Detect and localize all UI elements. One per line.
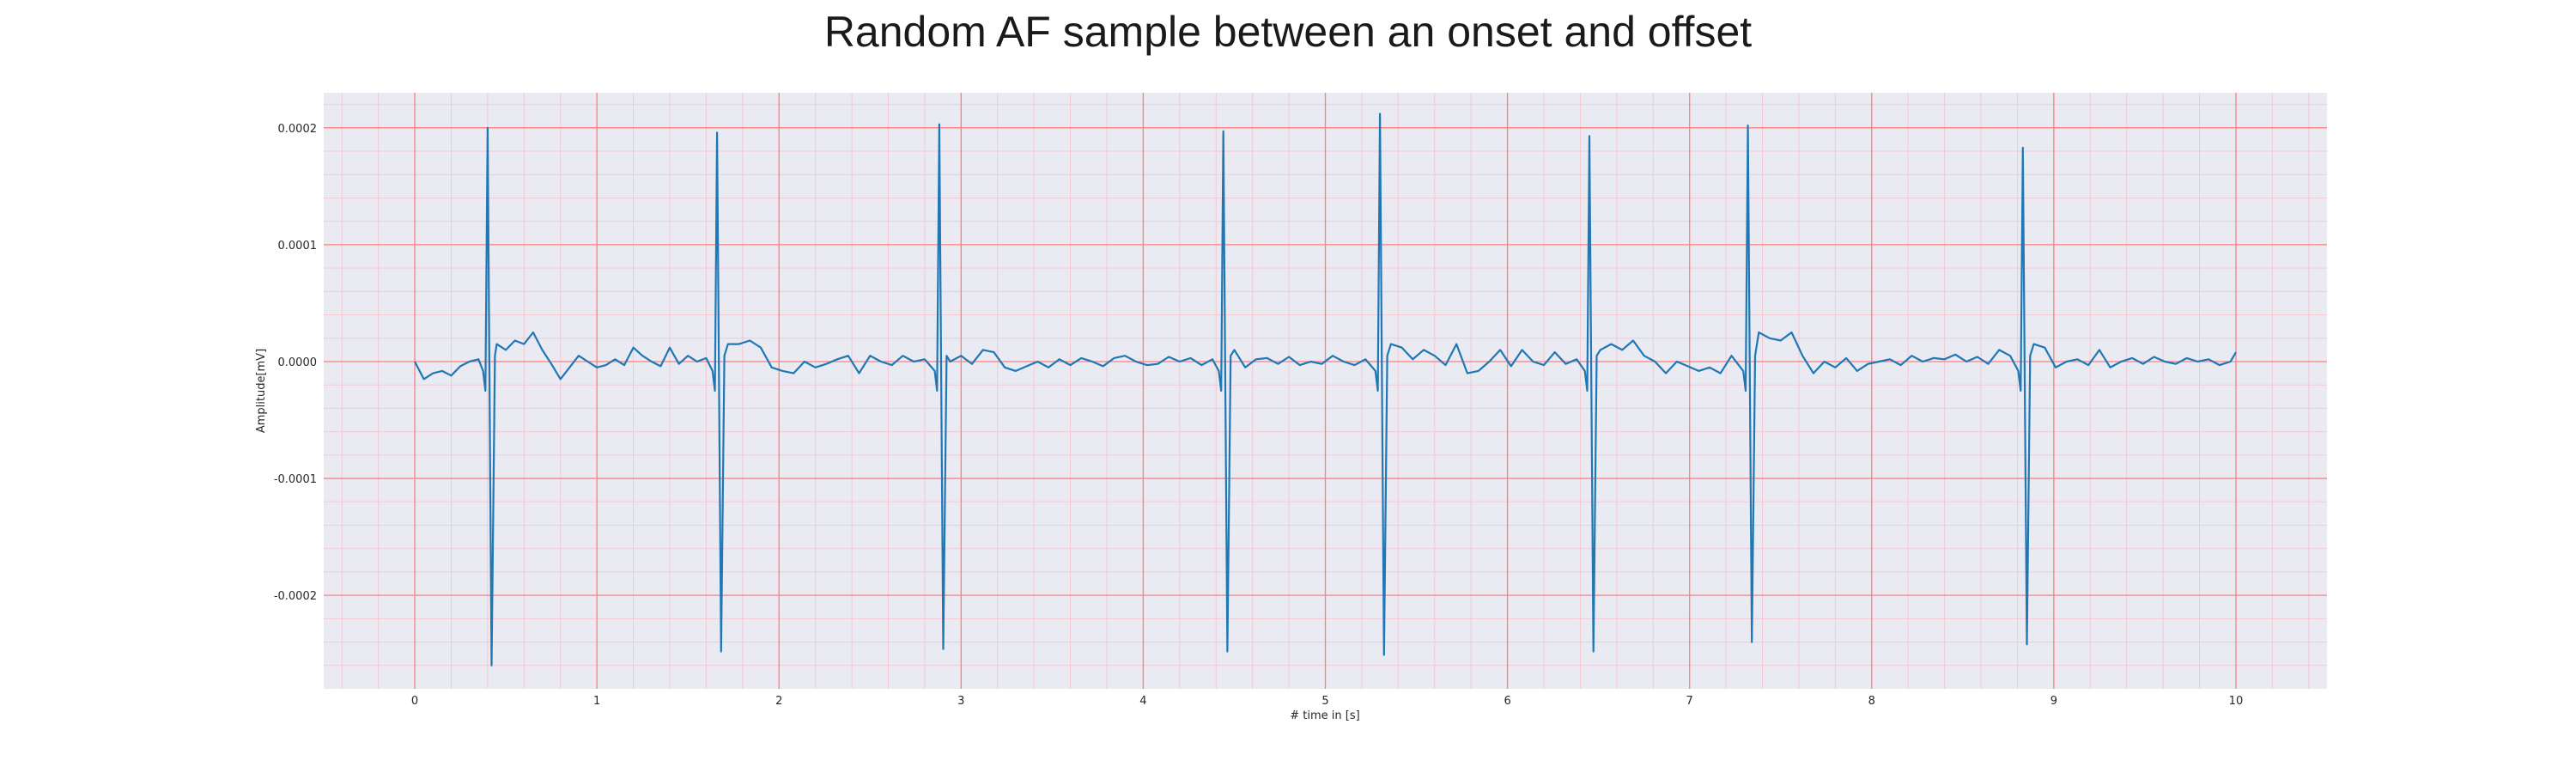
chart-title: Random AF sample between an onset and of… — [823, 8, 1753, 56]
x-tick-label: 5 — [1321, 695, 1328, 708]
x-tick-label: 0 — [411, 695, 418, 708]
x-tick-labels: 0 1 2 3 4 5 6 7 8 9 10 — [411, 695, 2243, 708]
x-tick-label: 3 — [957, 695, 964, 708]
y-tick-label: -0.0001 — [274, 473, 317, 486]
x-tick-label: 1 — [593, 695, 600, 708]
x-tick-label: 9 — [2050, 695, 2057, 708]
x-tick-label: 10 — [2229, 695, 2244, 708]
y-tick-label: 0.0002 — [278, 123, 318, 136]
x-tick-label: 6 — [1504, 695, 1510, 708]
ecg-series-line — [414, 113, 2237, 666]
x-tick-label: 4 — [1139, 695, 1146, 708]
y-tick-labels: 0.0002 0.0001 0.0000 -0.0001 -0.0002 — [274, 123, 317, 603]
x-axis-label: # time in [s] — [1290, 709, 1359, 722]
y-axis-label: Amplitude[mV] — [255, 349, 268, 433]
y-tick-label: 0.0001 — [278, 240, 318, 253]
x-tick-label: 8 — [1868, 695, 1875, 708]
y-tick-label: 0.0000 — [278, 356, 318, 369]
major-grid — [324, 93, 2327, 689]
x-tick-label: 7 — [1686, 695, 1693, 708]
x-tick-label: 2 — [775, 695, 782, 708]
y-tick-label: -0.0002 — [274, 590, 317, 603]
